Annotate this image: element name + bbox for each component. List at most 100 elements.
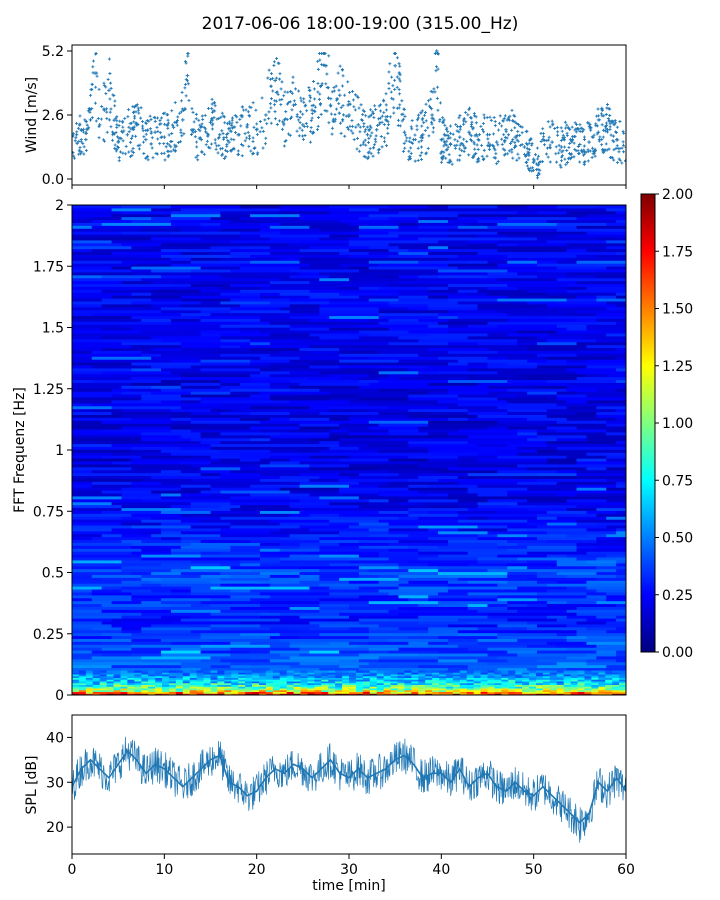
- spectrogram-cell: [299, 510, 330, 514]
- spectrogram-cell: [428, 385, 488, 389]
- spectrogram-cell: [299, 536, 320, 541]
- spectrogram-cell: [120, 677, 128, 680]
- spectrogram-cell: [576, 484, 617, 488]
- spectrogram-cell: [335, 689, 343, 692]
- spectrogram-cell: [161, 338, 221, 343]
- spectrogram-cell: [591, 672, 599, 675]
- wind-point: [430, 120, 434, 124]
- spectrogram-cell: [563, 670, 572, 673]
- spectrogram-cell: [111, 635, 152, 639]
- spectrogram-cell: [131, 653, 162, 657]
- wind-point: [90, 107, 94, 111]
- spectrogram-cell: [141, 658, 202, 663]
- spectrogram-cell: [259, 562, 330, 567]
- wind-point: [348, 102, 352, 106]
- spectrogram-cell: [591, 674, 599, 677]
- spectrogram-cell: [439, 679, 447, 682]
- spectrogram-cell: [210, 493, 251, 497]
- wind-point: [240, 105, 244, 109]
- spectrogram-cell: [161, 600, 202, 605]
- wind-point: [609, 133, 613, 137]
- spectrogram-cell: [175, 679, 184, 682]
- wind-point: [166, 126, 170, 130]
- spectrogram-cell: [576, 411, 597, 415]
- wind-point: [443, 140, 447, 144]
- spectrogram-cell: [329, 391, 370, 395]
- spectrogram-cell: [408, 580, 449, 584]
- spectrogram-cell: [616, 303, 626, 308]
- spectrogram-cell: [141, 674, 149, 677]
- wind-point: [417, 140, 421, 144]
- wind-point: [588, 149, 592, 153]
- spectrogram-cell: [230, 239, 301, 244]
- wind-point: [113, 146, 117, 150]
- wind-point: [269, 106, 273, 110]
- spectrogram-cell: [329, 461, 370, 465]
- spectrogram-cell: [398, 225, 419, 229]
- spectrogram-cell: [549, 670, 558, 673]
- spectrogram-cell: [596, 545, 626, 549]
- wind-point: [462, 144, 466, 148]
- wind-point: [605, 124, 609, 128]
- wind-point: [297, 118, 301, 122]
- wind-point: [284, 110, 288, 114]
- spectrogram-cell: [529, 677, 537, 680]
- spectrogram-cell: [168, 684, 177, 687]
- spectrogram-cell: [148, 682, 156, 685]
- wind-point: [610, 119, 614, 123]
- spectrogram-cell: [428, 205, 449, 209]
- wind-point: [220, 111, 224, 115]
- wind-point: [431, 90, 435, 94]
- spectrogram-cell: [99, 674, 108, 677]
- wind-point: [131, 146, 135, 150]
- wind-point: [212, 116, 216, 120]
- spectrogram-cell: [196, 688, 205, 691]
- spectrogram-cell: [131, 411, 192, 415]
- wind-point: [365, 125, 369, 129]
- spectrogram-cell: [78, 684, 87, 687]
- spectrogram-cell: [162, 675, 170, 678]
- spectrogram-cell: [299, 653, 360, 657]
- spectrogram-cell: [584, 693, 592, 695]
- wind-point: [363, 130, 367, 134]
- spectrogram-cell: [300, 684, 308, 687]
- spectrogram-cell: [299, 545, 320, 549]
- spectrogram-cell: [556, 664, 607, 669]
- spectrogram-cell: [536, 647, 568, 651]
- wind-point: [186, 82, 190, 86]
- spectrogram-cell: [598, 681, 606, 684]
- spectrogram-cell: [131, 594, 182, 599]
- spectrogram-cell: [418, 237, 479, 241]
- spectrogram-cell: [612, 682, 620, 685]
- spectrogram-cell: [616, 557, 626, 561]
- spectrogram-cell: [131, 446, 182, 450]
- spectrogram-cell: [72, 490, 103, 494]
- spectrogram-cell: [408, 635, 439, 639]
- spectrogram-cell: [259, 623, 320, 628]
- wind-point: [334, 107, 338, 111]
- spectrogram-cell: [328, 670, 336, 673]
- spectrogram-cell: [576, 295, 597, 299]
- spectrogram-cell: [307, 681, 315, 684]
- spectrogram-cell: [279, 522, 330, 526]
- spectrogram-cell: [477, 341, 518, 346]
- spectrogram-cell: [85, 677, 94, 680]
- spectrogram-cell: [134, 670, 142, 673]
- spectrogram-cell: [477, 484, 538, 488]
- spectrogram-cell: [447, 405, 498, 410]
- spectrogram-cell: [390, 684, 398, 687]
- wind-point: [398, 103, 402, 107]
- spectrogram-cell: [72, 589, 93, 593]
- spectrogram-cell: [240, 327, 291, 331]
- spectrogram-cell: [131, 263, 172, 267]
- spectrogram-cell: [328, 677, 336, 680]
- wind-point: [133, 114, 137, 118]
- spectrogram-cell: [355, 677, 364, 680]
- wind-point: [516, 152, 520, 156]
- spectrogram-cell: [99, 691, 108, 694]
- spectrogram-cell: [411, 670, 419, 673]
- wind-point: [247, 134, 251, 138]
- spectrogram-cell: [279, 367, 310, 372]
- wind-point: [163, 122, 167, 126]
- spectrogram-cell: [566, 359, 587, 363]
